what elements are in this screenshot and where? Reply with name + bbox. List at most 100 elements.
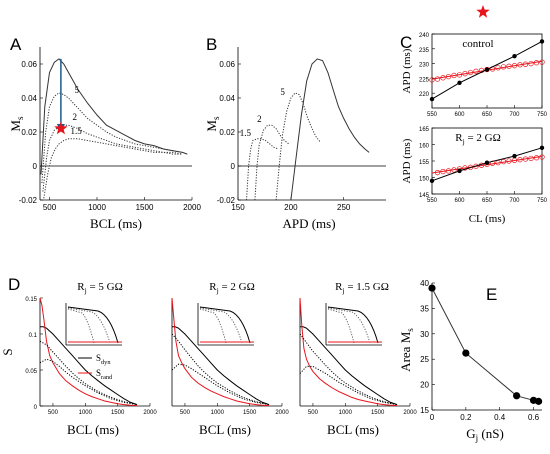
- x-tick-label: 550: [427, 112, 438, 118]
- y-tick-label: 25: [420, 355, 429, 364]
- black-point: [429, 96, 435, 102]
- data-point: [535, 397, 543, 405]
- x-tick-label: 750: [537, 112, 548, 118]
- inset-trace-solid: [67, 306, 119, 344]
- x-axis-label-part: (nS): [478, 426, 504, 441]
- chart-d2: 500 1000 1500 2000 Rj = 2 GΩ BCL (ms): [171, 281, 289, 437]
- series-line: [39, 297, 138, 407]
- black-point: [539, 145, 545, 150]
- x-tick-label: 2000: [143, 410, 157, 416]
- series-line: [43, 138, 183, 199]
- legend-label-part: S: [96, 368, 101, 378]
- red-point: [429, 77, 435, 83]
- legend-label-sub: dyn: [101, 359, 111, 366]
- inset-trace-dotted: [199, 308, 227, 344]
- red-point: [451, 167, 457, 173]
- y-tick-label: 40: [420, 279, 429, 288]
- x-axis-label: APD (ms): [282, 216, 335, 231]
- legend: Sdyn Srand: [78, 353, 113, 381]
- red-point: [528, 155, 534, 162]
- x-tick-label: 0: [430, 413, 435, 422]
- red-point: [445, 168, 452, 174]
- y-tick-label: 0.02: [21, 128, 37, 137]
- series-line: [299, 333, 398, 406]
- y-tick-label: 0.05: [25, 369, 37, 375]
- y-tick-label: 0.04: [21, 94, 37, 103]
- legend-label: Srand: [96, 368, 113, 381]
- series-line: [40, 58, 188, 175]
- y-axis-label-sub: s: [15, 116, 25, 120]
- red-point: [440, 168, 446, 175]
- chart-title-part: = 1.5 GΩ: [345, 281, 389, 293]
- inset-plot: [65, 303, 122, 346]
- series-label: 1.5: [240, 128, 252, 138]
- red-point: [517, 157, 523, 163]
- y-axis-label: S: [0, 348, 15, 355]
- y-tick-label: 0.06: [21, 60, 37, 69]
- y-tick-label: 0.02: [219, 128, 235, 137]
- series-line: [254, 124, 290, 201]
- y-tick-label: 150: [419, 177, 430, 183]
- plots-layer: 500 1000 1500 2000-0.0200.020.040.06521.5BC…: [0, 5, 548, 443]
- panel-letter-d: D: [8, 275, 20, 294]
- inset-trace-dotted: [327, 308, 355, 344]
- x-tick-label: 700: [509, 112, 520, 118]
- red-point: [506, 63, 512, 69]
- legend-label: Sdyn: [96, 353, 111, 366]
- black-point: [484, 160, 490, 165]
- red-point: [445, 73, 452, 80]
- y-tick-label: 230: [419, 63, 430, 69]
- chart-title: Rj = 2 GΩ: [209, 281, 255, 295]
- x-tick-label: 1500: [371, 410, 385, 416]
- y-tick-label: 0: [231, 162, 236, 171]
- star-marker: [476, 5, 490, 18]
- series-label: 1.5: [71, 126, 83, 136]
- x-axis-label-part: BCL (ms): [199, 422, 251, 437]
- y-axis-label: Ms: [204, 116, 221, 132]
- red-point: [533, 155, 540, 161]
- series-line: [300, 326, 398, 406]
- y-tick-label: 225: [419, 77, 430, 83]
- data-point: [428, 284, 436, 292]
- chart-d3: 500 1000 1500 2000 Rj = 1.5 GΩ BCL (ms): [299, 281, 417, 437]
- inset-trace-solid: [199, 306, 251, 344]
- x-axis-label: Gj (nS): [466, 426, 504, 443]
- chart-b: 150 200 250 -0.02 0 0.02 0.04 0.06 5 2 1.5 APD (ms)…: [204, 47, 386, 231]
- chart-title-part: = 2 GΩ: [465, 132, 501, 144]
- inset-trace-dotted: [67, 308, 95, 344]
- x-tick-label: 150: [231, 203, 245, 212]
- x-tick-label: 2000: [275, 410, 289, 416]
- series-line: [41, 92, 183, 184]
- red-point: [500, 64, 507, 70]
- series-label: 2: [73, 112, 78, 122]
- chart-c1: 550 600 650 700 750 220 225 230 235 240 APD (ms) co…: [401, 5, 548, 118]
- chart-title-sub: j: [341, 286, 344, 295]
- x-tick-label: 750: [537, 198, 548, 204]
- y-tick-label: -0.02: [217, 196, 236, 205]
- chart-a: 500 1000 1500 2000 -0.02 0 0.02 0.04 0.06 5 2 1.5 BC…: [8, 47, 201, 231]
- red-point: [434, 76, 441, 82]
- series-line: [171, 297, 270, 407]
- y-tick-label: 155: [419, 160, 430, 166]
- red-point: [533, 60, 540, 66]
- series-label: 5: [75, 85, 80, 95]
- x-tick-label: 2000: [403, 410, 417, 416]
- black-point: [512, 153, 517, 159]
- x-tick-label: 0.6: [528, 413, 540, 422]
- y-tick-label: 0.15: [25, 297, 37, 303]
- x-axis-label-sub: j: [475, 433, 479, 443]
- x-axis-label: CL (ms): [469, 213, 506, 225]
- chart-title-part: R: [335, 281, 343, 293]
- x-axis-label-part: BCL (ms): [90, 216, 142, 231]
- red-point: [456, 72, 463, 78]
- legend-label-part: S: [96, 353, 101, 363]
- y-tick-label: 30: [420, 330, 429, 339]
- y-tick-label: 220: [419, 92, 430, 98]
- y-tick-label: 235: [419, 48, 430, 54]
- y-tick-label: 0: [33, 162, 38, 171]
- x-axis-label: BCL (ms): [199, 422, 251, 437]
- red-point: [440, 75, 446, 81]
- series-label: 2: [257, 114, 262, 124]
- red-point: [511, 63, 518, 69]
- x-axis-label: BCL (ms): [327, 422, 379, 437]
